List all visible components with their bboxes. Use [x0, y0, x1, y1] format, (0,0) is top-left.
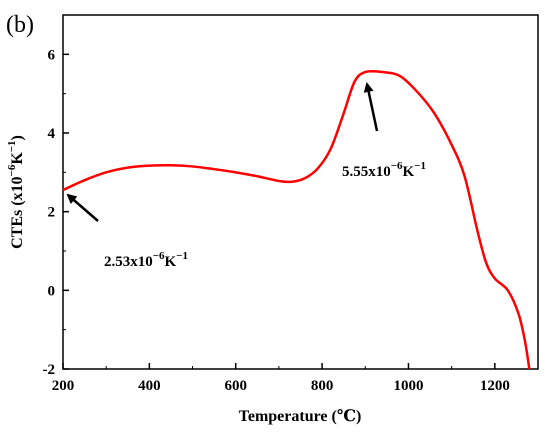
plot-frame: [62, 14, 539, 370]
x-axis-label: Temperature (℃): [239, 408, 362, 425]
x-tick-label: 200: [52, 378, 75, 394]
y-tick-label: -2: [43, 362, 56, 378]
y-tick-label: 2: [48, 205, 56, 221]
panel-label: (b): [6, 12, 34, 38]
x-tick-label: 400: [138, 378, 161, 394]
y-tick-label: 6: [48, 47, 56, 63]
annotation-start: 2.53x10−6K−1: [104, 250, 188, 270]
y-axis-label: CTEs (x10−6K−1): [6, 135, 26, 249]
y-tick-label: 4: [48, 126, 56, 142]
y-axis-ticks: -2 0 2 4 6: [43, 47, 69, 378]
cte-curve: [62, 69, 531, 370]
x-tick-label: 800: [311, 378, 334, 394]
y-tick-label: 0: [48, 283, 56, 299]
x-tick-label: 600: [224, 378, 247, 394]
x-tick-label: 1200: [480, 378, 510, 394]
annotation-peak: 5.55x10−6K−1: [342, 160, 426, 180]
annotation-arrow-start: [66, 193, 99, 222]
x-tick-label: 1000: [393, 378, 423, 394]
x-axis-ticks: 200 400 600 800 1000 1200: [52, 363, 510, 394]
annotation-arrow-peak: [363, 82, 379, 132]
